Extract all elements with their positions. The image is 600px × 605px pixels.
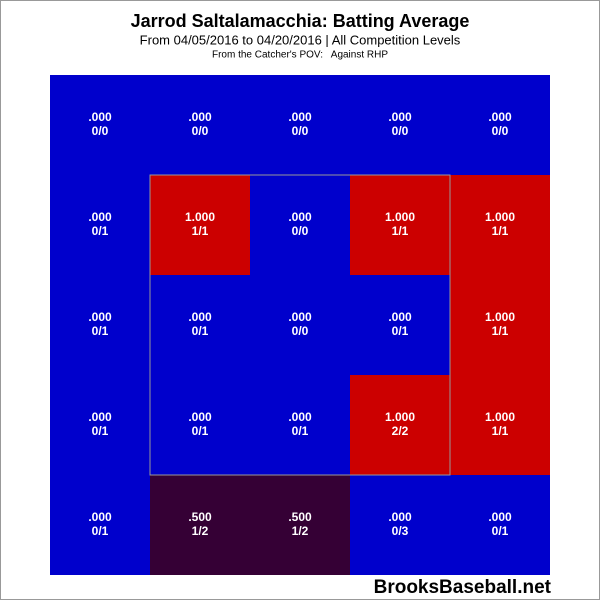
heatmap-grid: .0000/0.0000/0.0000/0.0000/0.0000/0.0000… <box>50 75 550 575</box>
strike-zone <box>149 174 451 476</box>
heatmap-cell <box>150 375 250 475</box>
cell-value: .000 <box>188 310 212 324</box>
cell-count: 1/1 <box>492 224 509 238</box>
heatmap-cell <box>150 175 250 275</box>
heatmap-cell <box>50 175 150 275</box>
cell-count: 1/1 <box>192 224 209 238</box>
cell-value: .000 <box>188 410 212 424</box>
cell-value: 1.000 <box>485 310 515 324</box>
heatmap-cell <box>150 75 250 175</box>
cell-value: .000 <box>388 310 412 324</box>
cell-count: 1/1 <box>492 424 509 438</box>
heatmap-cell <box>350 375 450 475</box>
heatmap-cell <box>250 275 350 375</box>
cell-value: .000 <box>488 510 512 524</box>
heatmap-cell <box>50 75 150 175</box>
cell-value: .000 <box>88 510 112 524</box>
heatmap-cell <box>350 275 450 375</box>
heatmap-cell <box>350 75 450 175</box>
heatmap-cell <box>50 475 150 575</box>
cell-count: 0/0 <box>292 324 309 338</box>
chart-note: From the Catcher's POV: Against RHP <box>212 50 388 61</box>
cell-value: 1.000 <box>185 210 215 224</box>
cell-value: .000 <box>488 110 512 124</box>
cell-value: .000 <box>188 110 212 124</box>
cell-count: 0/1 <box>92 424 109 438</box>
cell-count: 0/1 <box>192 424 209 438</box>
cell-value: .000 <box>288 310 312 324</box>
cell-count: 0/0 <box>492 124 509 138</box>
heatmap-cell <box>250 475 350 575</box>
heatmap-cell <box>150 275 250 375</box>
heatmap-cell <box>250 75 350 175</box>
heatmap-cell <box>450 375 550 475</box>
cell-count: 1/2 <box>292 524 309 538</box>
cell-count: 2/2 <box>392 424 409 438</box>
cell-value: .000 <box>288 210 312 224</box>
cell-count: 0/0 <box>92 124 109 138</box>
heatmap-cell <box>350 475 450 575</box>
cell-value: 1.000 <box>385 410 415 424</box>
cell-count: 0/0 <box>292 124 309 138</box>
cell-value: .000 <box>388 510 412 524</box>
cell-value: .000 <box>88 410 112 424</box>
cell-count: 1/1 <box>392 224 409 238</box>
cell-value: .000 <box>388 110 412 124</box>
cell-value: 1.000 <box>385 210 415 224</box>
heatmap-cell <box>450 175 550 275</box>
chart-subtitle: From 04/05/2016 to 04/20/2016 | All Comp… <box>140 32 461 47</box>
heatmap-cell <box>150 475 250 575</box>
cell-count: 0/1 <box>92 324 109 338</box>
cell-value: .500 <box>288 510 312 524</box>
cell-value: .500 <box>188 510 212 524</box>
cell-count: 0/0 <box>192 124 209 138</box>
heatmap-cell <box>450 75 550 175</box>
cell-count: 0/1 <box>92 224 109 238</box>
cell-count: 1/2 <box>192 524 209 538</box>
cell-count: 0/3 <box>392 524 409 538</box>
heatmap-cell <box>250 175 350 275</box>
cell-value: .000 <box>88 310 112 324</box>
heatmap-cell <box>250 375 350 475</box>
cell-count: 0/1 <box>492 524 509 538</box>
cell-count: 0/1 <box>292 424 309 438</box>
cell-count: 0/0 <box>392 124 409 138</box>
chart-title: Jarrod Saltalamacchia: Batting Average <box>131 11 470 31</box>
cell-value: .000 <box>88 210 112 224</box>
heatmap-cell <box>50 375 150 475</box>
heatmap-cell <box>450 275 550 375</box>
cell-value: .000 <box>288 110 312 124</box>
cell-count: 0/1 <box>392 324 409 338</box>
cell-count: 0/1 <box>192 324 209 338</box>
cell-value: 1.000 <box>485 210 515 224</box>
heatmap-cell <box>450 475 550 575</box>
watermark: BrooksBaseball.net <box>374 577 552 598</box>
cell-count: 0/1 <box>92 524 109 538</box>
cell-count: 0/0 <box>292 224 309 238</box>
cell-count: 1/1 <box>492 324 509 338</box>
heatmap-cell <box>50 275 150 375</box>
heatmap-cell <box>350 175 450 275</box>
cell-value: .000 <box>288 410 312 424</box>
cell-value: .000 <box>88 110 112 124</box>
cell-value: 1.000 <box>485 410 515 424</box>
